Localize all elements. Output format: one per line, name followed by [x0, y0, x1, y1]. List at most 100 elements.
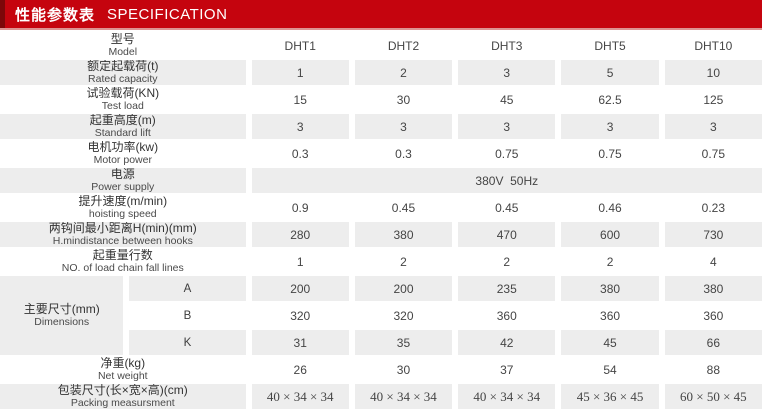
value-cell: 380	[354, 222, 453, 247]
row-motor-power: 电机功率(kw) Motor power 0.3 0.3 0.75 0.75 0…	[0, 141, 762, 166]
row-test-load: 试验载荷(KN) Test load 15 30 45 62.5 125	[0, 87, 762, 112]
title-divider	[0, 28, 762, 30]
row-label-zh: 起重高度(m)	[89, 114, 156, 127]
value-cell: 3	[664, 114, 762, 139]
value-cell: 42	[458, 330, 556, 355]
row-label: 起重量行数 NO. of load chain fall lines	[0, 249, 246, 274]
value-cell: 54	[603, 362, 617, 377]
value-cell: 0.75	[701, 146, 726, 161]
value-cell: 600	[561, 222, 659, 247]
row-packing: 包装尺寸(长×宽×高)(cm) Packing measursment 40 ×…	[0, 384, 762, 409]
value-cell: 40 × 34 × 34	[458, 384, 556, 409]
value-cell: 200	[251, 276, 349, 301]
value-cell: 360	[496, 308, 517, 323]
dimension-key-cell: B	[183, 309, 192, 322]
value-cell: 31	[251, 330, 349, 355]
row-model: 型号 Model DHT1 DHT2 DHT3 DHT5 DHT10	[0, 33, 762, 58]
row-fall-lines: 起重量行数 NO. of load chain fall lines 1 2 2…	[0, 249, 762, 274]
row-label-zh: 提升速度(m/min)	[78, 195, 168, 208]
value-cell: 88	[706, 362, 721, 377]
row-label-zh: 主要尺寸(mm)	[23, 302, 100, 316]
value-cell: 0.45	[495, 200, 519, 215]
page-title-en: SPECIFICATION	[107, 5, 228, 23]
model-name-cell: DHT5	[594, 38, 626, 53]
row-label-en: Motor power	[93, 154, 152, 166]
value-cell: 2	[354, 60, 453, 85]
value-cell: 62.5	[598, 92, 622, 107]
row-label-zh: 型号	[110, 33, 135, 46]
row-label-en: Power supply	[91, 181, 155, 193]
value-cell: 37	[500, 362, 514, 377]
row-label-zh: 净重(kg)	[100, 357, 146, 370]
model-name-cell: DHT2	[387, 38, 420, 53]
row-rated-capacity: 额定起载荷(t) Rated capacity 1 2 3 5 10	[0, 60, 762, 85]
value-cell: 360	[703, 308, 724, 323]
value-cell: 0.23	[701, 200, 726, 215]
row-label: 起重高度(m) Standard lift	[0, 114, 246, 139]
row-label-en: Rated capacity	[88, 73, 158, 85]
value-cell: 320	[393, 308, 414, 323]
row-label: 额定起载荷(t) Rated capacity	[0, 60, 246, 85]
value-cell: 360	[600, 308, 621, 323]
row-label: 电机功率(kw) Motor power	[0, 141, 246, 166]
value-cell: 26	[293, 362, 307, 377]
row-label-zh: 电源	[110, 168, 135, 181]
row-label: 两钩间最小距离H(min)(mm) H.mindistance between …	[0, 222, 246, 247]
row-label-en: NO. of load chain fall lines	[61, 262, 184, 274]
row-dimension-b: B 320 320 360 360 360	[0, 303, 762, 328]
power-supply-value-cell: 380V 50Hz	[251, 168, 762, 193]
value-cell: 470	[458, 222, 556, 247]
dimensions-group-label: 主要尺寸(mm) Dimensions	[0, 276, 124, 355]
row-hoisting-speed: 提升速度(m/min) hoisting speed 0.9 0.45 0.45…	[0, 195, 762, 220]
row-label-zh: 试验载荷(KN)	[86, 87, 160, 100]
value-cell: 0.9	[291, 200, 309, 215]
row-label-zh: 电机功率(kw)	[87, 141, 159, 154]
row-label-zh: 两钩间最小距离H(min)(mm)	[48, 222, 197, 235]
row-standard-lift: 起重高度(m) Standard lift 3 3 3 3 3	[0, 114, 762, 139]
title-accent-strip	[0, 0, 5, 28]
value-cell: 0.3	[291, 146, 309, 161]
row-label-en: Standard lift	[94, 127, 151, 139]
value-cell: 0.75	[598, 146, 622, 161]
value-cell: 15	[293, 92, 307, 107]
value-cell: 2	[606, 254, 614, 269]
value-cell: 10	[664, 60, 762, 85]
value-cell: 3	[458, 114, 556, 139]
row-label-en: hoisting speed	[88, 208, 157, 220]
page-title-zh: 性能参数表	[15, 6, 96, 24]
value-cell: 320	[290, 308, 311, 323]
value-cell: 5	[561, 60, 659, 85]
value-cell: 380	[664, 276, 762, 301]
value-cell: 45 × 36 × 45	[561, 384, 659, 409]
model-name-cell: DHT1	[284, 38, 316, 53]
row-net-weight: 净重(kg) Net weight 26 30 37 54 88	[0, 357, 762, 382]
value-cell: 45	[500, 92, 514, 107]
row-dimension-k: K 31 35 42 45 66	[0, 330, 762, 355]
row-label-en: Packing measursment	[70, 397, 175, 409]
row-label-en: Net weight	[97, 370, 148, 382]
specification-table: 型号 Model DHT1 DHT2 DHT3 DHT5 DHT10 额定起载荷…	[0, 31, 762, 410]
value-cell: 125	[703, 92, 724, 107]
value-cell: 0.45	[391, 200, 416, 215]
value-cell: 3	[561, 114, 659, 139]
row-label: 包装尺寸(长×宽×高)(cm) Packing measursment	[0, 384, 246, 409]
row-label: 试验载荷(KN) Test load	[0, 87, 246, 112]
row-label-en: Dimensions	[34, 316, 90, 328]
value-cell: 235	[458, 276, 556, 301]
value-cell: 0.75	[495, 146, 519, 161]
value-cell: 30	[396, 362, 411, 377]
value-cell: 40 × 34 × 34	[354, 384, 453, 409]
row-label-en: H.mindistance between hooks	[52, 235, 193, 247]
model-name-cell: DHT3	[491, 38, 523, 53]
value-cell: 3	[458, 60, 556, 85]
row-label-zh: 包装尺寸(长×宽×高)(cm)	[57, 384, 188, 397]
value-cell: 3	[354, 114, 453, 139]
value-cell: 730	[664, 222, 762, 247]
row-label-zh: 额定起载荷(t)	[87, 60, 159, 73]
title-bar: 性能参数表 SPECIFICATION	[0, 0, 762, 28]
row-power-supply: 电源 Power supply 380V 50Hz	[0, 168, 762, 193]
model-name-cell: DHT10	[694, 38, 733, 53]
value-cell: 2	[400, 254, 407, 269]
row-label-zh: 起重量行数	[92, 249, 153, 262]
